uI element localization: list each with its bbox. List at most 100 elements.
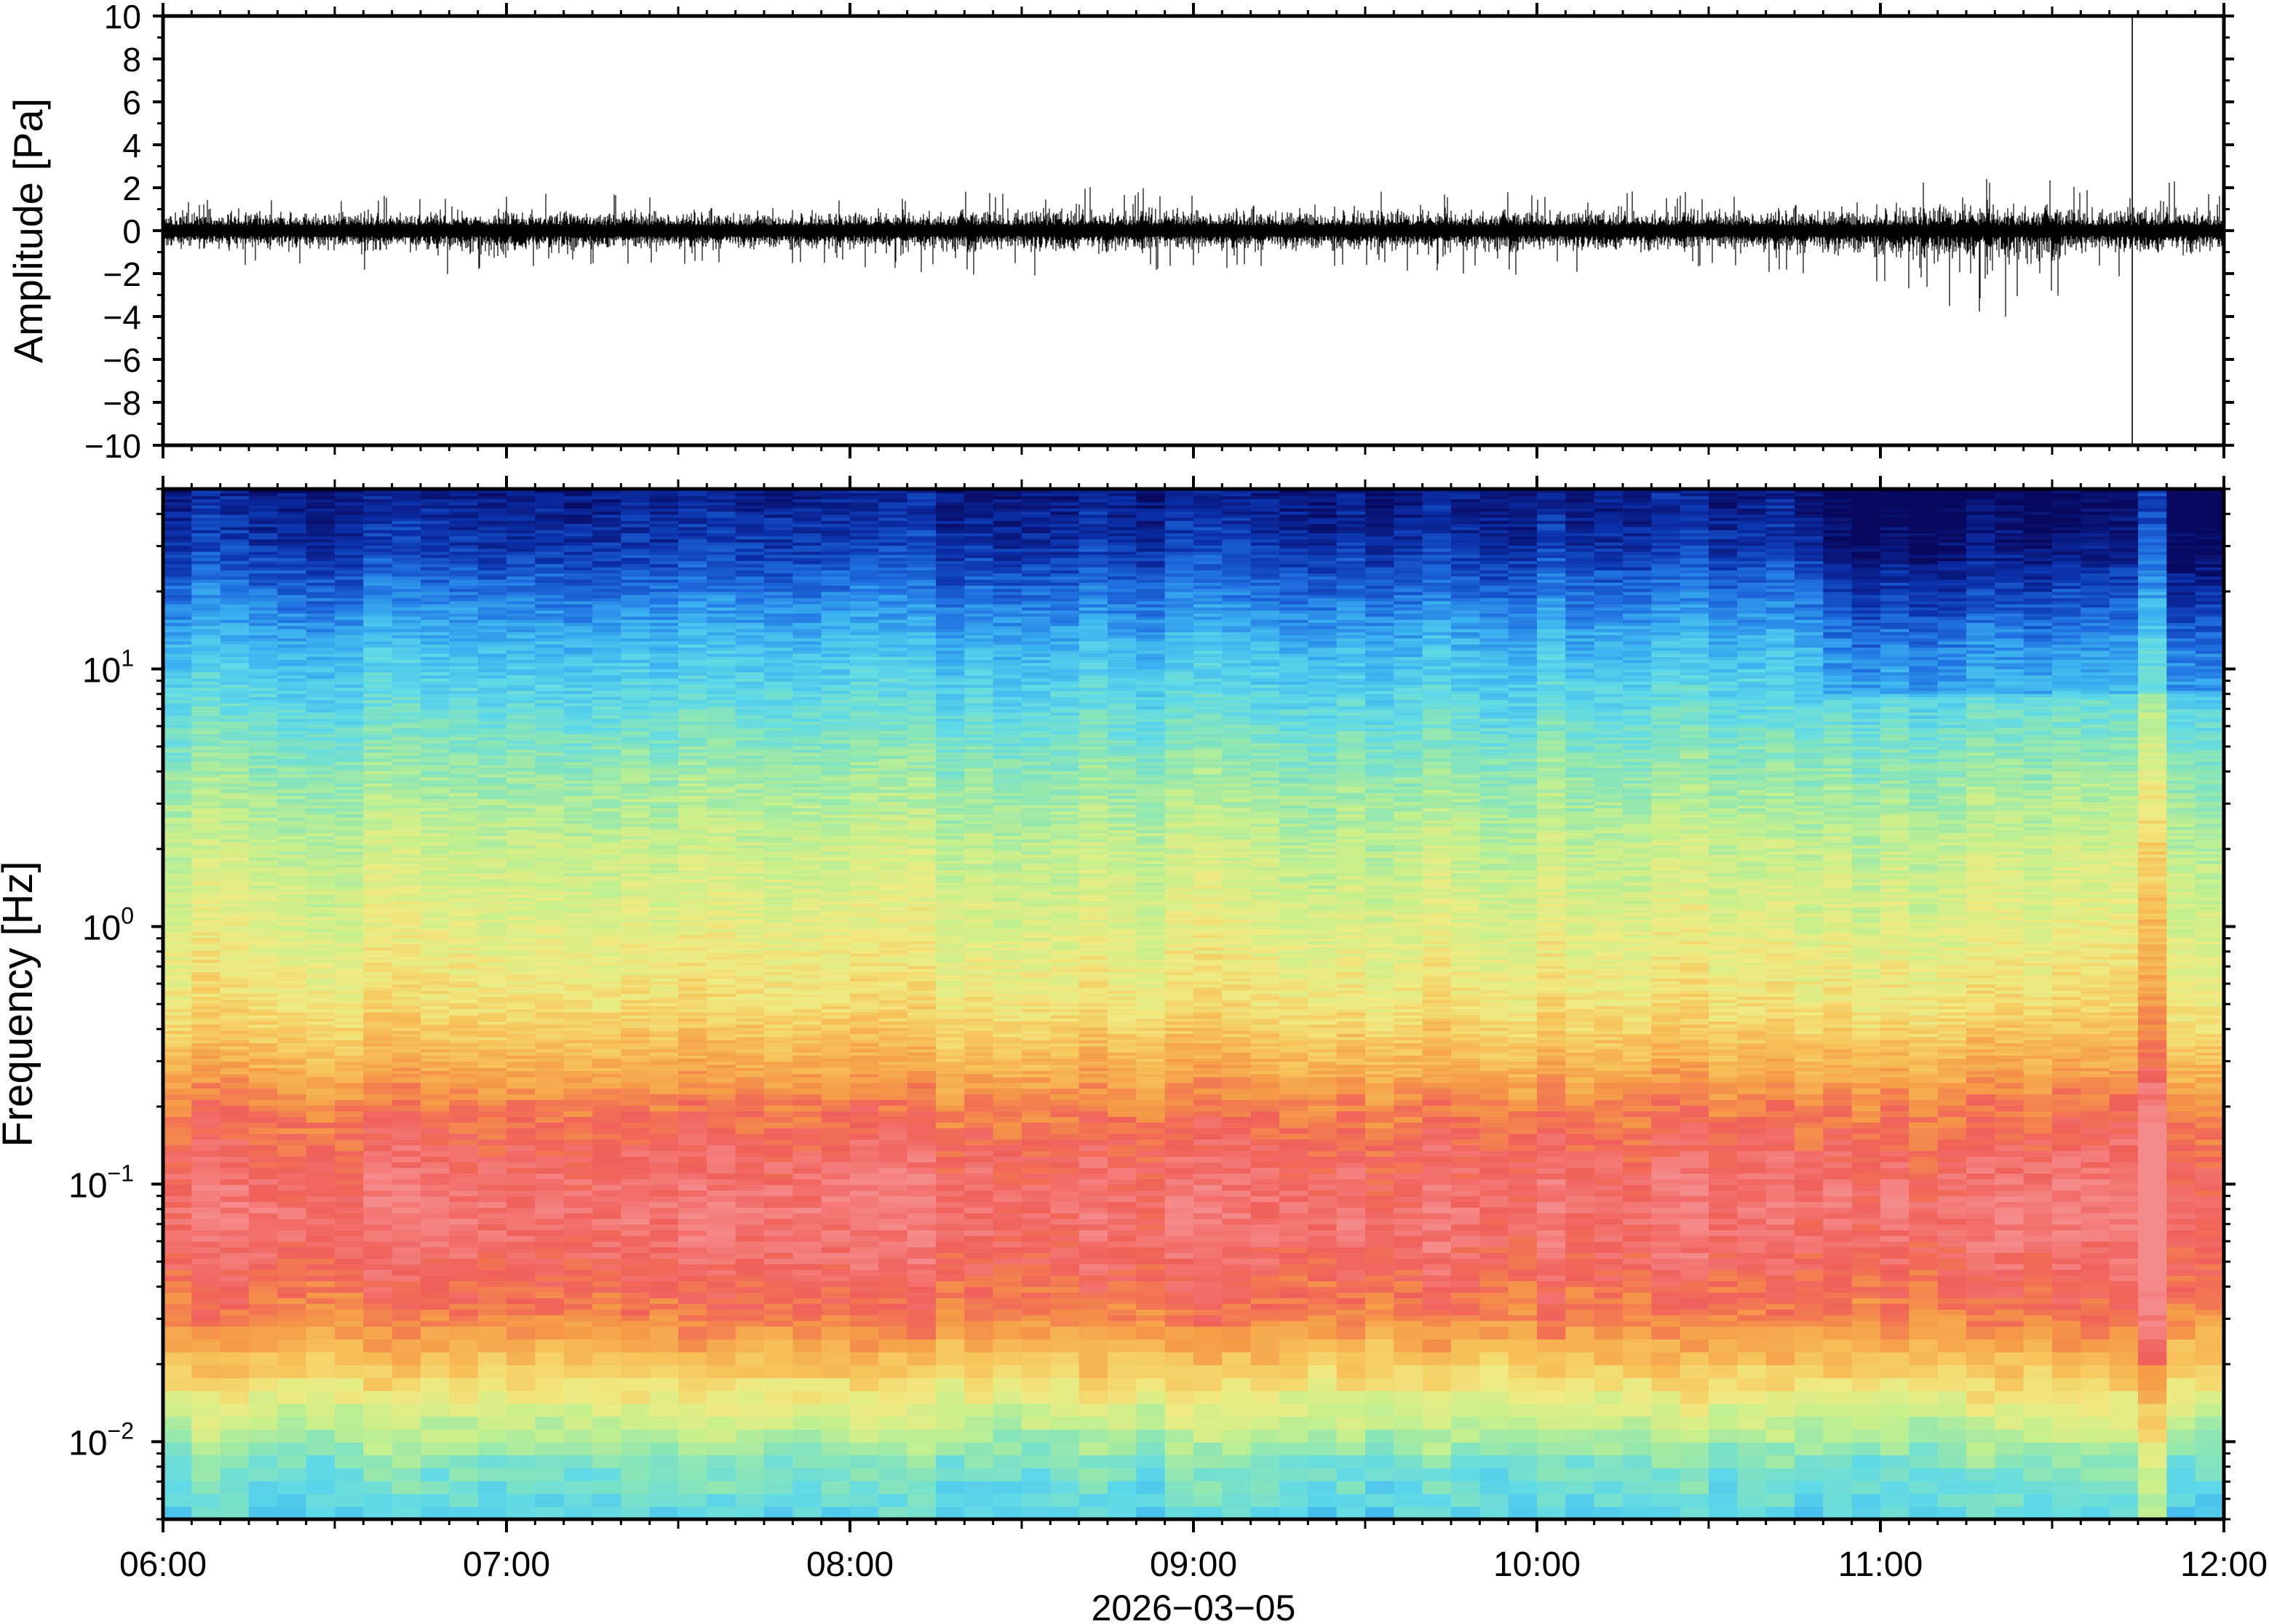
spectrogram-cell: [535, 501, 565, 506]
spectrogram-cell: [335, 1002, 365, 1006]
spectrogram-cell: [506, 501, 536, 506]
spectrogram-cell: [363, 1218, 393, 1225]
spectrogram-cell: [249, 944, 279, 948]
spectrogram-cell: [621, 1082, 651, 1089]
spectrogram-cell: [678, 1218, 708, 1225]
spectrogram-cell: [563, 965, 593, 969]
spectrogram-cell: [335, 607, 365, 611]
spectrogram-cell: [335, 669, 365, 673]
spectrogram-cell: [477, 1073, 507, 1078]
spectrogram-cell: [477, 771, 507, 775]
spectrogram-cell: [506, 805, 536, 808]
spectrogram-cell: [678, 1190, 708, 1197]
spectrogram-cell: [621, 1173, 651, 1179]
spectrogram-cell: [506, 922, 536, 926]
spectrogram-cell: [506, 808, 536, 812]
spectrogram-cell: [335, 736, 365, 741]
spectrogram-cell: [563, 1468, 593, 1481]
spectrogram-cell: [506, 659, 536, 664]
spectrogram-cell: [163, 1351, 193, 1366]
spectrogram-cell: [392, 798, 421, 803]
spectrogram-cell: [621, 619, 651, 624]
spectrogram-cell: [506, 578, 536, 583]
spectrogram-cell: [477, 1326, 507, 1340]
spectrogram-cell: [563, 709, 593, 713]
spectrogram-cell: [592, 826, 622, 830]
spectrogram-cell: [449, 977, 479, 982]
spectrogram-cell: [707, 1364, 736, 1379]
spectrogram-cell: [191, 603, 221, 608]
spectrogram-cell: [592, 541, 622, 546]
spectrogram-cell: [535, 1212, 565, 1219]
spectrogram-cell: [449, 489, 479, 493]
spectrogram-cell: [392, 823, 421, 827]
spectrogram-cell: [649, 798, 679, 803]
spectrogram-cell: [535, 721, 565, 725]
spectrogram-cell: [535, 733, 565, 738]
spectrogram-cell: [621, 557, 651, 562]
spectrogram-cell: [477, 665, 507, 669]
spectrogram-cell: [592, 721, 622, 725]
spectrogram-cell: [220, 1201, 250, 1208]
spectrogram-cell: [477, 879, 507, 883]
spectrogram-cell: [649, 900, 679, 904]
spectrogram-cell: [163, 1030, 193, 1035]
spectrogram-cell: [392, 1291, 421, 1299]
spectrogram-cell: [277, 891, 307, 895]
spectrogram-cell: [163, 903, 193, 907]
spectrogram-cell: [678, 780, 708, 784]
spectrogram-cell: [306, 981, 335, 985]
spectrogram-cell: [449, 1351, 479, 1366]
spectrogram-cell: [678, 1252, 708, 1259]
spectrogram-cell: [563, 872, 593, 877]
spectrogram-cell: [220, 944, 250, 948]
spectrogram-cell: [678, 1377, 708, 1391]
spectrogram-cell: [449, 1110, 479, 1118]
spectrogram-cell: [563, 1139, 593, 1146]
spectrogram-cell: [592, 956, 622, 960]
spectrogram-cell: [191, 934, 221, 939]
spectrogram-cell: [449, 1207, 479, 1214]
spectrogram-cell: [392, 1070, 421, 1075]
spectrogram-cell: [649, 1309, 679, 1315]
spectrogram-cell: [592, 1018, 622, 1022]
spectrogram-cell: [563, 1235, 593, 1242]
spectrogram-cell: [335, 764, 365, 768]
spectrogram-cell: [535, 817, 565, 821]
spectrogram-cell: [592, 594, 622, 599]
spectrogram-cell: [335, 1235, 365, 1242]
spectrogram-cell: [506, 912, 536, 917]
spectrogram-cell: [277, 603, 307, 608]
spectrogram-cell: [563, 724, 593, 728]
spectrogram-cell: [449, 712, 479, 716]
spectrogram-cell: [592, 709, 622, 713]
spectrogram-cell: [678, 1480, 708, 1494]
spectrogram-cell: [421, 944, 450, 948]
spectrogram-cell: [621, 1073, 651, 1078]
spectrogram-cell: [277, 776, 307, 781]
spectrogram-cell: [249, 731, 279, 735]
spectrogram-cell: [335, 622, 365, 626]
spectrogram-cell: [506, 520, 536, 525]
spectrogram-cell: [592, 600, 622, 605]
spectrogram-cell: [277, 1281, 307, 1287]
spectrogram-cell: [392, 1139, 421, 1146]
spectrogram-cell: [449, 1024, 479, 1028]
spectrogram-cell: [592, 993, 622, 998]
spectrogram-cell: [335, 718, 365, 723]
spectrogram-cell: [249, 1027, 279, 1031]
spectrogram-cell: [563, 885, 593, 889]
spectrogram-cell: [421, 523, 450, 528]
spectrogram-cell: [249, 829, 279, 833]
spectrogram-cell: [563, 696, 593, 701]
spectrogram-cell: [449, 1051, 479, 1056]
spectrogram-cell: [506, 854, 536, 858]
spectrogram-cell: [163, 771, 193, 775]
spectrogram-cell: [249, 903, 279, 907]
spectrogram-cell: [363, 702, 393, 706]
spectrogram-cell: [363, 628, 393, 632]
spectrogram-cell: [449, 780, 479, 784]
spectrogram-cell: [477, 493, 507, 496]
spectrogram-cell: [277, 1454, 307, 1468]
spectrogram-cell: [363, 1275, 393, 1281]
